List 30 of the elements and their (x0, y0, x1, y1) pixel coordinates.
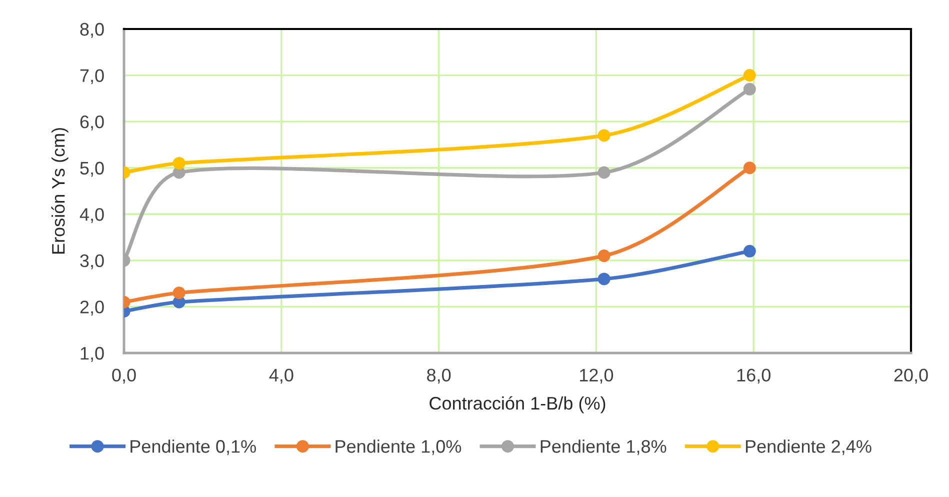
x-tick-label: 12,0 (580, 368, 614, 384)
point (743, 82, 756, 96)
point (743, 244, 756, 258)
point (743, 69, 756, 82)
x-tick-label: 20,0 (894, 368, 928, 384)
legend-label: Pendiente 1,0% (336, 440, 462, 455)
point (172, 286, 186, 300)
y-tick-label: 2,0 (80, 300, 104, 316)
point (598, 250, 610, 262)
point (743, 162, 756, 174)
x-tick-label: 4,0 (269, 368, 294, 384)
y-tick-label: 3,0 (80, 254, 104, 270)
y-tick-label: 7,0 (80, 69, 104, 84)
y-tick-label: 4,0 (80, 208, 104, 223)
x-tick-label: 16,0 (737, 368, 770, 384)
legend-label: Pendiente 0,1% (130, 440, 256, 455)
y-tick-label: 8,0 (80, 22, 104, 38)
y-tick-label: 1,0 (80, 346, 104, 362)
y-tick-label: 6,0 (80, 116, 104, 130)
x-tick-label: 0,0 (112, 368, 136, 384)
point (598, 129, 610, 142)
legend-label: Pendiente 2,4% (746, 440, 872, 455)
point (598, 166, 610, 179)
x-tick-label: 8,0 (427, 368, 451, 384)
y-axis-title: Erosión Ys (cm) (51, 128, 68, 254)
y-tick-label: 5,0 (80, 162, 104, 177)
point (598, 272, 610, 286)
legend-label: Pendiente 1,8% (540, 440, 666, 455)
x-axis-title: Contracción 1-B/b (%) (430, 396, 606, 414)
point (172, 156, 186, 170)
